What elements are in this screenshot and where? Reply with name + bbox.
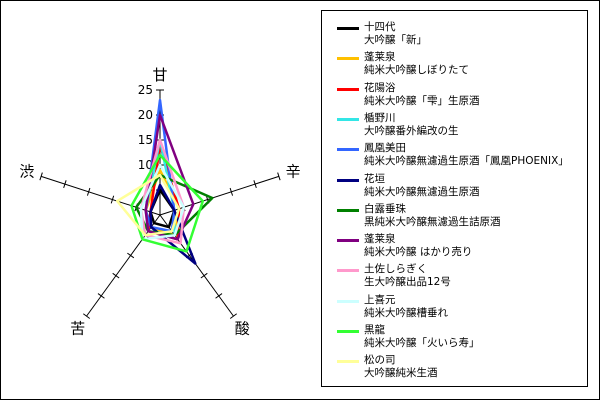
legend-item: 白露垂珠 黒純米大吟醸無濾過生詰原酒 [322, 203, 587, 233]
legend-label: 松の司 大吟醸純米生酒 [364, 354, 438, 380]
legend-swatch [337, 239, 359, 243]
legend-series-subname: 純米大吟醸無濾過生原酒 [364, 185, 480, 198]
axis-label: 渋 [19, 163, 34, 181]
legend-series-subname: 大吟醸「新」 [364, 34, 427, 46]
legend-swatch [337, 330, 359, 333]
legend-label: 上喜元 純米大吟醸槽垂れ [364, 294, 448, 320]
legend-series-subname: 大吟醸番外編改の生 [364, 124, 459, 137]
axis-tick [229, 313, 238, 319]
legend-series-subname: 黒純米大吟醸無濾過生詰原酒 [364, 215, 501, 228]
series-line-5 [149, 183, 197, 265]
legend-label: 花垣 純米大吟醸無濾過生原酒 [364, 173, 480, 199]
legend-label: 土佐しらぎく 生大吟醸出品12号 [364, 263, 451, 289]
axis-tick [82, 313, 91, 319]
axis-tick [86, 187, 91, 196]
axis-label: 辛 [286, 163, 301, 181]
legend-series-subname: 大吟醸純米生酒 [364, 367, 438, 380]
axis-tick [39, 172, 43, 181]
axis-tick [110, 195, 115, 204]
tick-label: 25 [138, 83, 153, 97]
legend-series-subname: 純米大吟醸無濾過生原酒「鳳凰PHOENIX」 [364, 155, 569, 168]
legend-label: 蓬莱泉 純米大吟醸 はかり売り [364, 233, 472, 259]
legend-swatch [337, 360, 359, 364]
series-line-11 [115, 173, 181, 237]
series-line-10 [130, 153, 205, 253]
axis-tick [215, 293, 223, 299]
legend-item: 土佐しらぎく 生大吟醸出品12号 [322, 263, 587, 293]
legend-label: 蓬莱泉 純米大吟醸しぼりたて [364, 51, 469, 77]
legend-item: 上喜元 純米大吟醸槽垂れ [322, 294, 587, 324]
legend-series-subname: 純米大吟醸 はかり売り [364, 246, 473, 259]
axis-tick [127, 252, 135, 259]
tick-label: 20 [138, 108, 153, 122]
legend-item: 花垣 純米大吟醸無濾過生原酒 [322, 173, 587, 203]
axis-tick [200, 272, 208, 279]
legend-series-name: 花陽浴 [364, 81, 396, 94]
legend-item: 楯野川 大吟醸番外編改の生 [322, 112, 587, 142]
tick-label: 10 [138, 158, 153, 172]
legend-series-subname: 生大吟醸出品12号 [364, 276, 451, 289]
axis-tick [277, 172, 281, 181]
legend-series-name: 土佐しらぎく [364, 263, 428, 276]
legend-label: 黒龍 純米大吟醸「火いら寿」 [364, 324, 480, 350]
legend-item: 鳳凰美田 純米大吟醸無濾過生原酒「鳳凰PHOENIX」 [322, 142, 587, 172]
legend-swatch [337, 87, 359, 91]
series-line-8 [139, 138, 186, 245]
legend-series-name: 花垣 [364, 172, 385, 185]
legend-series-name: 楯野川 [364, 111, 396, 124]
legend-series-name: 蓬莱泉 [364, 233, 396, 246]
legend-swatch [337, 269, 359, 273]
legend-series-name: 十四代 [364, 21, 396, 33]
legend-series-name: 鳳凰美田 [364, 142, 406, 155]
legend-swatch [337, 57, 359, 61]
axis-tick [253, 180, 257, 189]
tick-label: 15 [138, 133, 153, 147]
axis-label: 苦 [70, 319, 85, 337]
legend-label: 楯野川 大吟醸番外編改の生 [364, 112, 459, 138]
axis-tick [63, 180, 67, 189]
legend-series-name: 松の司 [364, 354, 396, 367]
legend-swatch [337, 148, 359, 152]
legend-swatch [337, 208, 359, 212]
legend-series-subname: 純米大吟醸「雫」生原酒 [364, 94, 480, 107]
legend-series-subname: 純米大吟醸しぼりたて [364, 64, 469, 77]
legend-series-name: 白露垂珠 [364, 202, 406, 215]
legend-swatch [337, 178, 359, 182]
legend-series-name: 蓬莱泉 [364, 51, 396, 64]
axis-label: 甘 [152, 66, 167, 84]
legend-series-subname: 純米大吟醸「火いら寿」 [364, 337, 480, 349]
axis-tick [97, 293, 105, 299]
series-line-9 [139, 163, 186, 241]
legend-series-subname: 純米大吟醸槽垂れ [364, 306, 448, 319]
legend-label: 鳳凰美田 純米大吟醸無濾過生原酒「鳳凰PHOENIX」 [364, 142, 569, 168]
legend-label: 花陽浴 純米大吟醸「雫」生原酒 [364, 82, 480, 108]
legend-swatch [337, 299, 359, 303]
legend-item: 花陽浴 純米大吟醸「雫」生原酒 [322, 82, 587, 112]
legend-item: 十四代 大吟醸「新」 [322, 21, 587, 51]
legend: 十四代 大吟醸「新」 蓬莱泉 純米大吟醸しぼりたて 花陽浴 純米大吟醸「雫」生原酒 楯野川大… [321, 10, 588, 387]
legend-swatch [337, 117, 359, 121]
axis-tick [229, 187, 234, 196]
legend-item: 蓬莱泉 純米大吟醸 はかり売り [322, 233, 587, 263]
legend-series-name: 上喜元 [364, 293, 396, 306]
legend-label: 白露垂珠 黒純米大吟醸無濾過生詰原酒 [364, 203, 501, 229]
legend-swatch [337, 27, 359, 30]
legend-item: 蓬莱泉 純米大吟醸しぼりたて [322, 51, 587, 81]
legend-item: 黒龍 純米大吟醸「火いら寿」 [322, 324, 587, 354]
axis-label: 酸 [235, 319, 250, 337]
legend-label: 十四代 大吟醸「新」 [364, 21, 427, 47]
legend-series-name: 黒龍 [364, 324, 385, 336]
legend-item: 松の司 大吟醸純米生酒 [322, 354, 587, 384]
axis-tick [112, 272, 120, 279]
